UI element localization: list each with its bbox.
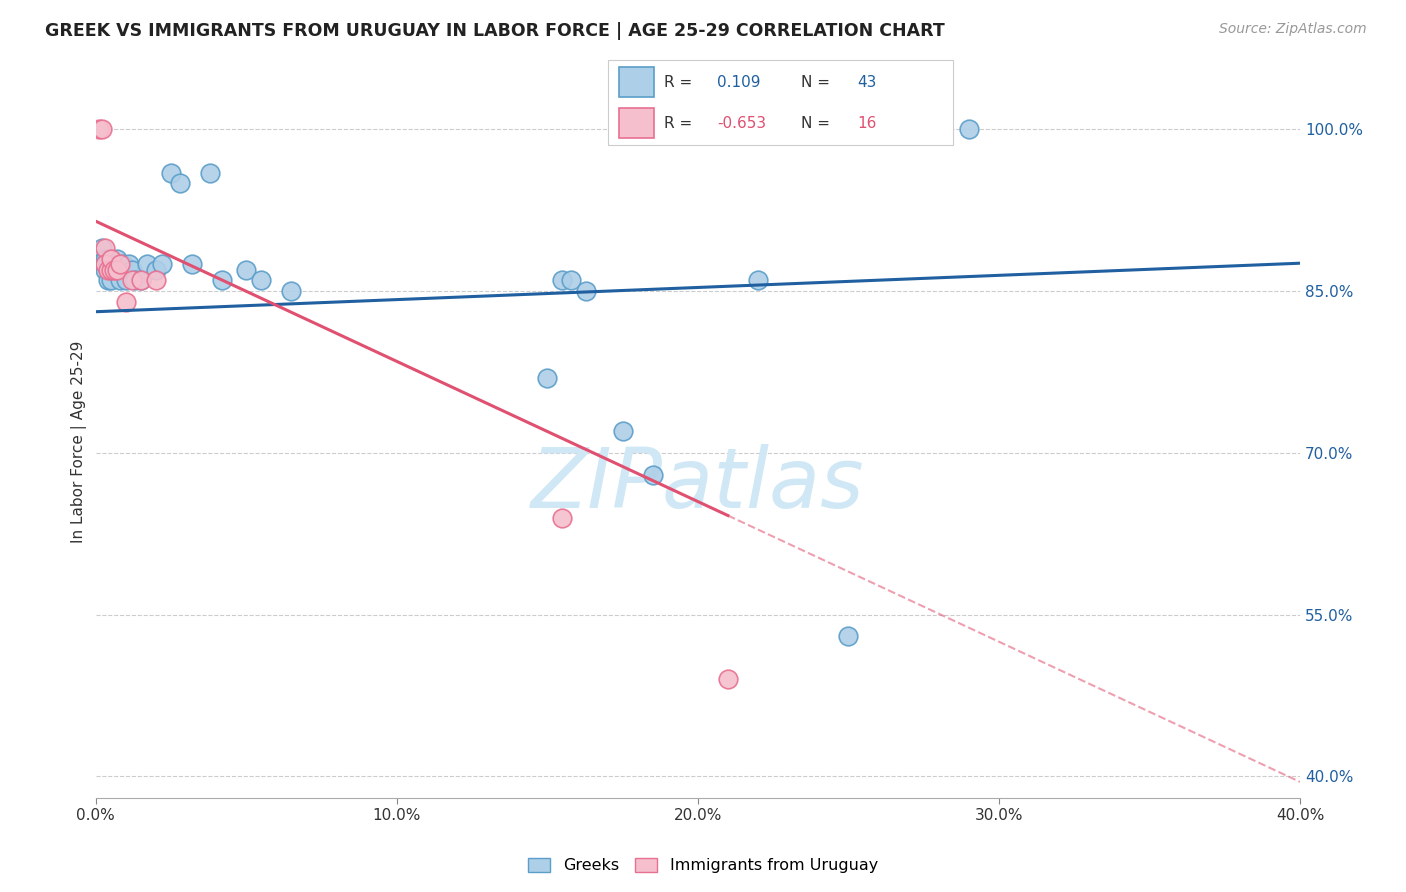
Point bbox=[111, 257, 134, 271]
Point bbox=[121, 262, 143, 277]
Point bbox=[747, 273, 769, 287]
Point bbox=[87, 122, 110, 136]
Text: N =: N = bbox=[801, 75, 835, 89]
Point bbox=[103, 262, 125, 277]
Point bbox=[575, 285, 598, 299]
Point bbox=[612, 425, 634, 439]
Point bbox=[103, 262, 125, 277]
Point bbox=[100, 273, 122, 287]
Point bbox=[114, 273, 136, 287]
Y-axis label: In Labor Force | Age 25-29: In Labor Force | Age 25-29 bbox=[72, 341, 87, 543]
Legend: Greeks, Immigrants from Uruguay: Greeks, Immigrants from Uruguay bbox=[522, 851, 884, 880]
Point bbox=[145, 262, 167, 277]
Point bbox=[235, 262, 257, 277]
Text: 16: 16 bbox=[858, 116, 877, 130]
Point bbox=[100, 262, 122, 277]
Point bbox=[100, 257, 122, 271]
Text: Source: ZipAtlas.com: Source: ZipAtlas.com bbox=[1219, 22, 1367, 37]
Point bbox=[93, 241, 115, 255]
Point bbox=[97, 257, 120, 271]
Point bbox=[93, 257, 115, 271]
Point bbox=[560, 273, 582, 287]
Point bbox=[97, 273, 120, 287]
Point bbox=[280, 285, 302, 299]
Point bbox=[105, 262, 128, 277]
Text: N =: N = bbox=[801, 116, 835, 130]
Text: R =: R = bbox=[665, 116, 697, 130]
Point bbox=[211, 273, 233, 287]
Point bbox=[150, 257, 173, 271]
Point bbox=[169, 177, 191, 191]
Point bbox=[93, 257, 115, 271]
Point bbox=[103, 257, 125, 271]
Point bbox=[129, 273, 152, 287]
Point bbox=[97, 252, 120, 266]
Point bbox=[87, 252, 110, 266]
Point bbox=[160, 166, 183, 180]
Text: -0.653: -0.653 bbox=[717, 116, 766, 130]
Point bbox=[90, 257, 112, 271]
Point bbox=[93, 262, 115, 277]
Point bbox=[641, 467, 664, 482]
Point bbox=[90, 241, 112, 255]
Point bbox=[108, 257, 131, 271]
Point bbox=[717, 673, 740, 687]
FancyBboxPatch shape bbox=[619, 67, 654, 97]
Point bbox=[129, 273, 152, 287]
Point bbox=[121, 273, 143, 287]
Point bbox=[100, 252, 122, 266]
Point bbox=[536, 370, 558, 384]
Point bbox=[181, 257, 204, 271]
Point bbox=[90, 122, 112, 136]
Text: ZIPatlas: ZIPatlas bbox=[531, 444, 865, 525]
Text: 0.109: 0.109 bbox=[717, 75, 761, 89]
Point bbox=[145, 273, 167, 287]
Point bbox=[100, 252, 122, 266]
FancyBboxPatch shape bbox=[619, 108, 654, 138]
Text: 43: 43 bbox=[858, 75, 877, 89]
Point bbox=[93, 252, 115, 266]
Point bbox=[97, 262, 120, 277]
Point bbox=[198, 166, 221, 180]
Point bbox=[108, 273, 131, 287]
Point bbox=[105, 262, 128, 277]
Point bbox=[105, 252, 128, 266]
Point bbox=[551, 273, 574, 287]
Text: R =: R = bbox=[665, 75, 697, 89]
Point bbox=[124, 273, 146, 287]
FancyBboxPatch shape bbox=[609, 60, 953, 145]
Point bbox=[551, 510, 574, 524]
Point bbox=[250, 273, 273, 287]
Point bbox=[837, 629, 859, 643]
Point bbox=[135, 257, 157, 271]
Point bbox=[118, 257, 141, 271]
Point bbox=[957, 122, 980, 136]
Point bbox=[114, 295, 136, 310]
Text: GREEK VS IMMIGRANTS FROM URUGUAY IN LABOR FORCE | AGE 25-29 CORRELATION CHART: GREEK VS IMMIGRANTS FROM URUGUAY IN LABO… bbox=[45, 22, 945, 40]
